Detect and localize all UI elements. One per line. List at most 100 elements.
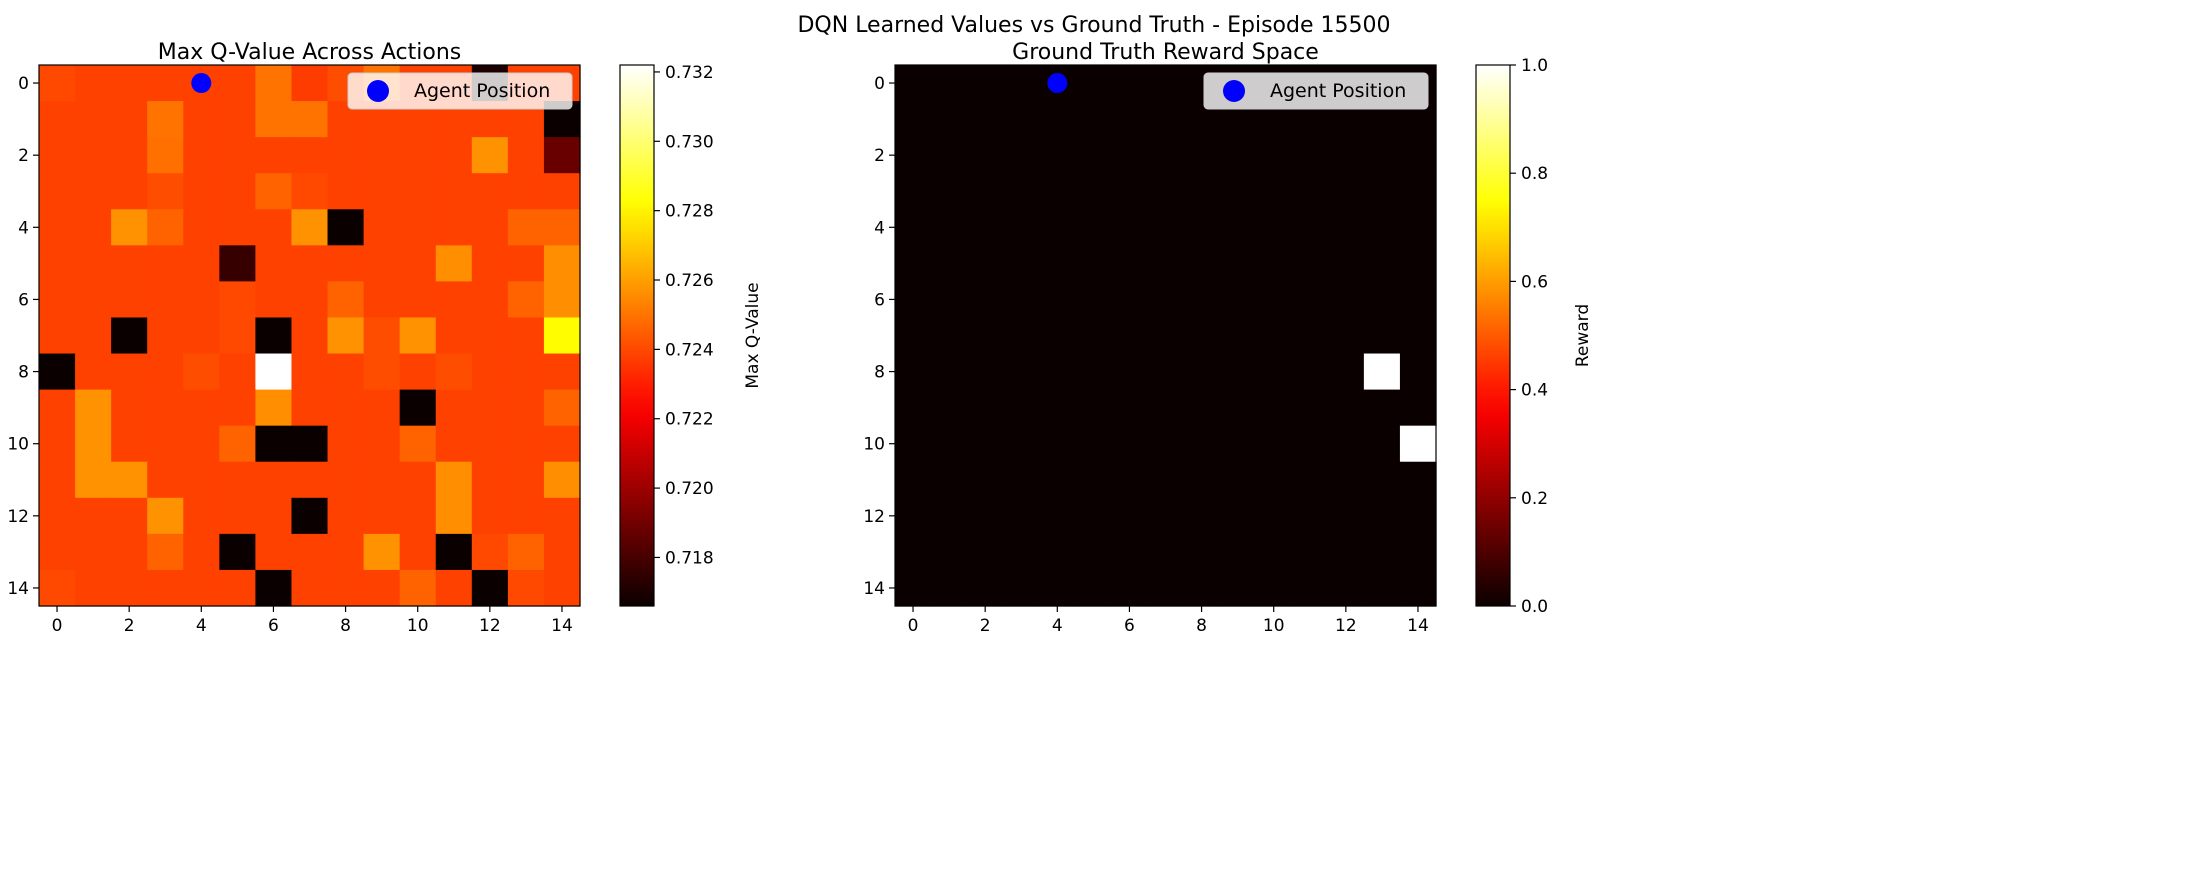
heatmap-cell bbox=[1363, 461, 1401, 499]
heatmap-cell bbox=[1327, 209, 1365, 246]
heatmap-cell bbox=[471, 461, 509, 499]
heatmap-cell bbox=[1327, 137, 1365, 174]
heatmap-cell bbox=[111, 389, 148, 427]
heatmap-cell bbox=[255, 569, 293, 607]
heatmap-cell bbox=[39, 317, 76, 355]
heatmap-cell bbox=[291, 353, 329, 391]
heatmap-cell bbox=[1327, 425, 1365, 463]
heatmap-cell bbox=[39, 245, 76, 282]
heatmap-cell bbox=[255, 101, 293, 138]
heatmap-cell bbox=[471, 425, 509, 463]
heatmap-cell bbox=[507, 497, 545, 535]
y-tick-label: 0 bbox=[874, 74, 885, 94]
heatmap-cell bbox=[1075, 101, 1112, 138]
legend-box bbox=[347, 72, 573, 110]
heatmap-cell bbox=[1219, 137, 1257, 174]
heatmap-cell bbox=[1003, 569, 1040, 607]
heatmap-cell bbox=[507, 533, 545, 571]
heatmap-cell bbox=[39, 353, 76, 391]
heatmap-cell bbox=[291, 569, 329, 607]
colorbar-tick-label: 0.722 bbox=[665, 410, 714, 430]
heatmap-cell bbox=[1363, 281, 1401, 319]
heatmap-cell bbox=[471, 281, 509, 319]
heatmap-cell bbox=[1399, 281, 1437, 319]
heatmap-cell bbox=[111, 101, 148, 138]
heatmap-cell bbox=[219, 497, 256, 535]
heatmap-cell bbox=[399, 569, 437, 607]
heatmap-cell bbox=[1219, 425, 1257, 463]
heatmap-cell bbox=[1291, 497, 1329, 535]
heatmap-cell bbox=[1399, 245, 1437, 282]
y-tick-label: 2 bbox=[874, 146, 885, 166]
x-tick-label: 0 bbox=[52, 616, 63, 636]
heatmap-cell bbox=[1291, 389, 1329, 427]
heatmap-cell bbox=[1147, 461, 1185, 499]
heatmap-cell bbox=[1219, 173, 1257, 210]
heatmap-cell bbox=[147, 389, 184, 427]
panel-title: Ground Truth Reward Space bbox=[1012, 40, 1319, 65]
heatmap-cell bbox=[39, 137, 76, 174]
y-tick-label: 10 bbox=[7, 435, 29, 455]
heatmap-cell bbox=[183, 101, 220, 138]
heatmap-cell bbox=[39, 461, 76, 499]
heatmap-cell bbox=[39, 65, 76, 102]
heatmap-cell bbox=[39, 425, 76, 463]
heatmap-cell bbox=[967, 425, 1004, 463]
heatmap-cell bbox=[183, 389, 220, 427]
heatmap-cell bbox=[1147, 137, 1185, 174]
y-tick-label: 14 bbox=[7, 579, 29, 599]
heatmap-cell bbox=[399, 209, 437, 246]
x-tick-label: 8 bbox=[340, 616, 351, 636]
heatmap-cell bbox=[1327, 533, 1365, 571]
x-tick-label: 6 bbox=[268, 616, 279, 636]
heatmap-cell bbox=[1363, 317, 1401, 355]
heatmap-cell bbox=[219, 101, 256, 138]
heatmap-cell bbox=[1039, 317, 1076, 355]
heatmap-cell bbox=[111, 353, 148, 391]
heatmap-cell bbox=[75, 65, 112, 102]
heatmap-cell bbox=[1399, 425, 1437, 463]
heatmap-cell bbox=[219, 353, 256, 391]
heatmap-cell bbox=[1399, 317, 1437, 355]
heatmap-cell bbox=[183, 533, 220, 571]
heatmap-cell bbox=[1075, 173, 1112, 210]
heatmap-cell bbox=[363, 209, 401, 246]
heatmap-cell bbox=[291, 173, 329, 210]
heatmap-cell bbox=[931, 65, 968, 102]
heatmap-cell bbox=[1363, 389, 1401, 427]
heatmap-cell bbox=[399, 425, 437, 463]
heatmap-cell bbox=[399, 173, 437, 210]
colorbar-label: Reward bbox=[1573, 304, 1593, 367]
heatmap-cell bbox=[1291, 569, 1329, 607]
heatmap-cell bbox=[967, 65, 1004, 102]
heatmap-cell bbox=[363, 173, 401, 210]
heatmap-cell bbox=[219, 209, 256, 246]
heatmap-cell bbox=[1003, 389, 1040, 427]
heatmap-cell bbox=[1219, 497, 1257, 535]
heatmap-cell bbox=[1111, 173, 1149, 210]
heatmap-cell bbox=[895, 533, 932, 571]
heatmap-cell bbox=[435, 497, 473, 535]
colorbar-tick-label: 0.4 bbox=[1521, 381, 1548, 401]
heatmap-cell bbox=[219, 317, 256, 355]
heatmap-cell bbox=[1147, 101, 1185, 138]
heatmap-cell bbox=[1039, 173, 1076, 210]
heatmap-cell bbox=[1075, 317, 1112, 355]
heatmap-cell bbox=[1003, 317, 1040, 355]
colorbar-tick-label: 0.732 bbox=[665, 63, 714, 83]
heatmap-cell bbox=[291, 137, 329, 174]
heatmap-cell bbox=[895, 173, 932, 210]
heatmap-cell bbox=[1363, 173, 1401, 210]
colorbar bbox=[1475, 64, 1511, 607]
heatmap-cell bbox=[1003, 425, 1040, 463]
heatmap-cell bbox=[1111, 461, 1149, 499]
heatmap-cell bbox=[931, 101, 968, 138]
heatmap-cell bbox=[255, 245, 293, 282]
heatmap-cell bbox=[1363, 137, 1401, 174]
heatmap-cell bbox=[75, 209, 112, 246]
heatmap-cell bbox=[219, 389, 256, 427]
heatmap-cell bbox=[183, 137, 220, 174]
heatmap-cell bbox=[435, 533, 473, 571]
heatmap-cell bbox=[183, 317, 220, 355]
x-tick-label: 14 bbox=[551, 616, 573, 636]
